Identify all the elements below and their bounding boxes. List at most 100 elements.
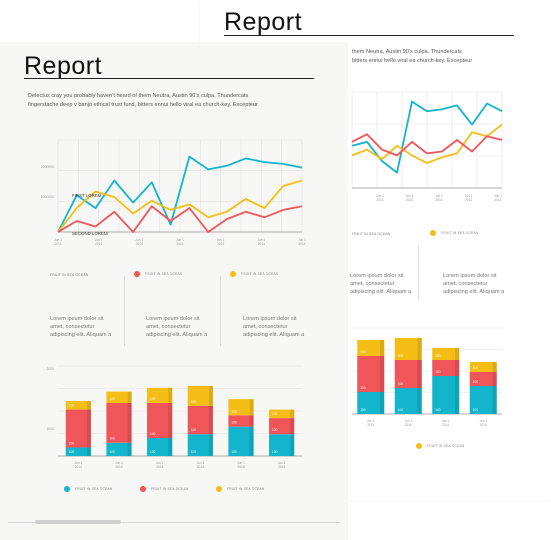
bar-segment-shade: [454, 360, 460, 376]
bar-segment-shade: [127, 442, 132, 456]
horizontal-scrollbar-track[interactable]: [8, 522, 340, 523]
bar-value-label: 100: [473, 366, 479, 370]
bar-value-label: 100: [272, 450, 278, 454]
bar-value-label: 100: [109, 437, 115, 441]
bar-value-label: 100: [69, 441, 75, 445]
front-legend-item-red: Fruit in sea ocean: [134, 271, 182, 277]
bar-segment: [357, 340, 385, 356]
front-legend-item-yellow: Fruit in sea ocean: [230, 271, 278, 277]
x-tick-label: Jun 1: [404, 419, 412, 423]
bar-segment-shade: [454, 376, 460, 414]
bar-segment: [65, 409, 91, 448]
bar-segment: [357, 356, 385, 392]
series-line-1: [57, 179, 303, 233]
x-tick-label: 2014: [406, 198, 413, 202]
bar-value-label: 100: [150, 450, 156, 454]
x-tick-label: Jun 1: [442, 419, 450, 423]
x-tick-label: 2014: [278, 465, 285, 469]
body-line: Lorem ipsum dolor sit: [50, 316, 104, 322]
bar-segment-shade: [168, 402, 173, 438]
back-title-rule: [224, 35, 514, 36]
bar-segment: [228, 415, 254, 427]
body-line: amet, consectetur: [50, 324, 95, 330]
front-bar-legend-label-red: Fruit in sea ocean: [151, 487, 189, 491]
back-legend-label: Fruit in sea ocean: [441, 231, 479, 235]
bar-segment: [147, 402, 173, 438]
legend-dot-red: [140, 486, 146, 492]
bar-value-label: 100: [231, 421, 237, 425]
legend-dot-red: [134, 271, 140, 277]
legend-dot-teal: [64, 486, 70, 492]
bar-segment: [106, 402, 132, 443]
bar-value-label: 100: [360, 386, 366, 390]
x-tick-label: Jun 1: [278, 461, 286, 465]
bar-segment-shade: [417, 388, 422, 414]
bar-value-label: 100: [435, 370, 441, 374]
front-intro-line-2: fingerstache deep v banjo ethical trust …: [28, 102, 258, 108]
y-tick-label: 2000000: [41, 165, 54, 169]
bar-segment-shade: [86, 401, 91, 410]
bar-segment: [65, 401, 91, 410]
bar-value-label: 100: [398, 354, 404, 358]
bar-segment-shade: [492, 362, 497, 372]
x-tick-label: Jun 1: [465, 194, 473, 198]
front-intro-line-1: Delectus cray you probably haven't heard…: [28, 93, 249, 99]
x-tick-label: 2014: [367, 423, 374, 427]
bar-segment-shade: [290, 418, 295, 435]
bar-segment-shade: [168, 387, 173, 403]
x-tick-label: Jun 1: [494, 194, 502, 198]
bar-value-label: 100: [150, 432, 156, 436]
bar-segment-shade: [379, 392, 385, 414]
horizontal-scrollbar-thumb[interactable]: [35, 520, 121, 524]
front-report-page: Report Delectus cray you probably haven'…: [0, 42, 348, 540]
front-bar-legend-red: Fruit in sea ocean: [140, 486, 188, 492]
bar-value-label: 100: [272, 428, 278, 432]
front-first-col-label: Fruit in sea ocean: [50, 273, 89, 277]
bar-segment: [106, 442, 132, 456]
series-line-0: [351, 100, 503, 174]
bar-segment: [147, 387, 173, 403]
back-report-title: Report: [224, 8, 303, 36]
bar-segment-shade: [127, 402, 132, 443]
x-tick-label: 2014: [435, 198, 442, 202]
front-col-divider-2: [220, 276, 221, 346]
annotation-first-lorem: FIRST LOREM: [72, 193, 102, 198]
body-line: Lorem ipsum dolor sit: [243, 316, 297, 322]
bar-segment: [394, 360, 422, 388]
bar-value-label: 100: [231, 409, 237, 413]
x-tick-label: Jun 1: [217, 238, 225, 242]
bar-segment-shade: [492, 386, 497, 414]
bar-segment-shade: [249, 426, 254, 456]
x-tick-label: 2014: [480, 423, 487, 427]
bar-segment-shade: [290, 409, 295, 419]
bar-value-label: 100: [360, 408, 366, 412]
annotation-second-lorem: SECOND LOREM: [72, 231, 108, 236]
bar-value-label: 100: [473, 408, 479, 412]
bar-segment-shade: [379, 340, 385, 356]
body-line: adipiscing elit. Aliquam a: [50, 332, 112, 338]
x-tick-label: 2014: [494, 198, 501, 202]
body-line: Lorem ipsum dolor sit: [350, 273, 404, 279]
x-tick-label: 2014: [156, 465, 163, 469]
front-title-rule: [24, 78, 314, 79]
bar-segment: [269, 418, 295, 435]
bar-segment-shade: [379, 356, 385, 392]
x-tick-label: 2014: [176, 242, 183, 246]
series-line-0: [57, 155, 303, 233]
bar-segment: [187, 385, 213, 406]
x-tick-label: Jun 1: [435, 194, 443, 198]
x-tick-label: 2014: [405, 423, 412, 427]
x-tick-label: 2014: [442, 423, 449, 427]
body-line: amet, consectetur: [243, 324, 288, 330]
x-tick-label: Jun 1: [237, 461, 245, 465]
back-col-divider: [418, 245, 419, 300]
y-tick-label: 1000000: [41, 195, 54, 199]
series-line-2: [57, 205, 303, 233]
x-tick-label: 2014: [75, 465, 82, 469]
front-body-col-2: Lorem ipsum dolor sit amet, consectetur …: [146, 315, 207, 339]
bar-segment: [357, 392, 385, 414]
bar-segment-shade: [127, 391, 132, 403]
